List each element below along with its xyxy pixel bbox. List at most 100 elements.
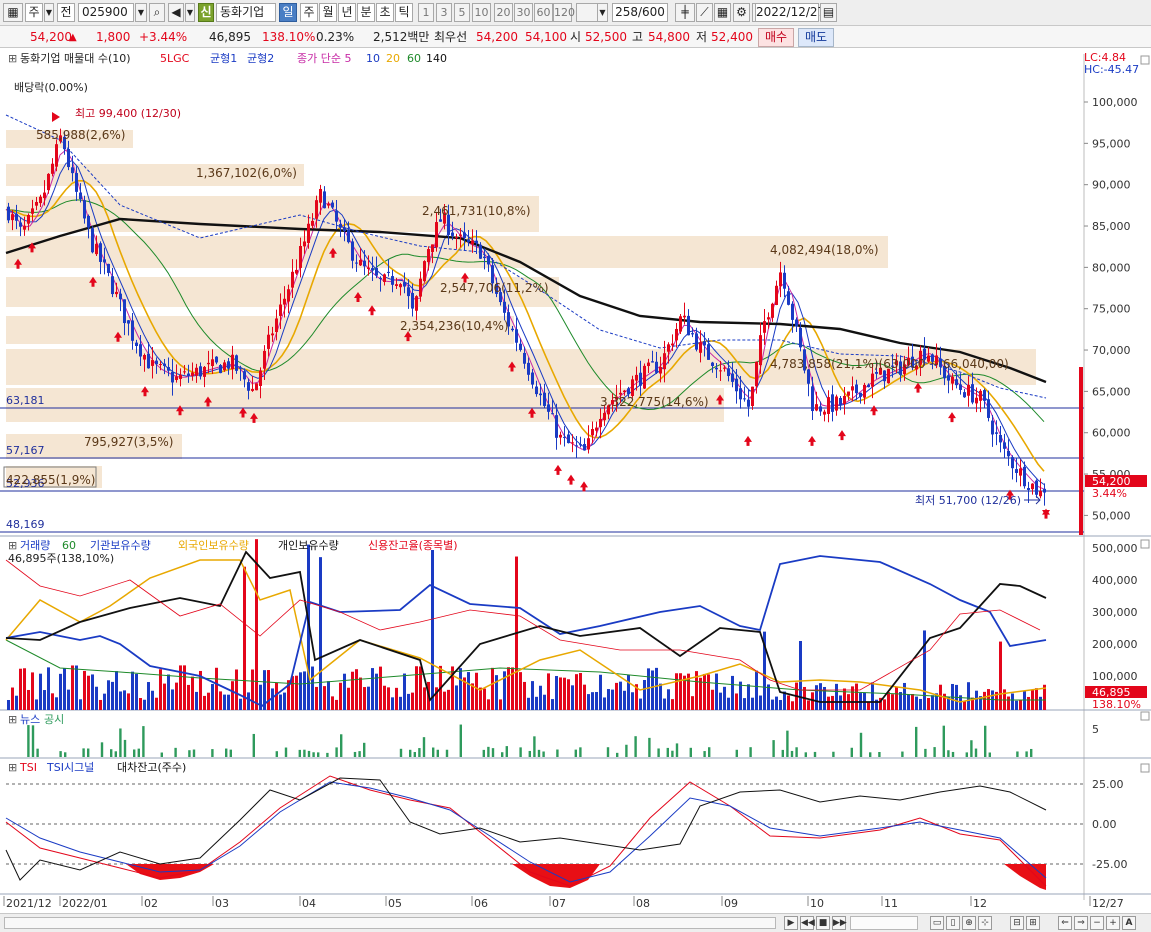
calendar-icon[interactable]: ▤ [820, 3, 837, 22]
sound-dropdown-icon[interactable]: ▼ [185, 3, 195, 22]
window-menu-icon[interactable]: ▦ [3, 3, 23, 22]
period-kind-select[interactable]: 주 [25, 3, 43, 22]
period-tab-2[interactable]: 월 [319, 3, 337, 22]
period-tab-3[interactable]: 년 [338, 3, 356, 22]
news-bar [340, 734, 343, 757]
candle-body [419, 278, 422, 297]
interval-button-1[interactable]: 1 [418, 3, 434, 22]
news-bar [211, 749, 214, 757]
grid-icon[interactable]: ▦ [714, 3, 731, 22]
volume-bar [187, 684, 190, 710]
volume-bar [667, 689, 670, 710]
trade-amount: 2,512백만 [373, 30, 430, 44]
buy-signal-arrow-icon [461, 272, 469, 283]
zoom-out-icon[interactable]: − [1090, 916, 1104, 930]
expand-icon[interactable]: ⊞ [1026, 916, 1040, 930]
interval-button-60[interactable]: 60 [534, 3, 553, 22]
interval-dropdown-icon[interactable]: ▼ [597, 3, 608, 22]
candle-body [471, 240, 474, 245]
news-bar [648, 737, 651, 757]
volume-bar [631, 692, 634, 710]
news-bar [326, 752, 329, 757]
link-icon[interactable]: ⊕ [962, 916, 976, 930]
candle-type-icon[interactable]: ╪ [675, 3, 695, 22]
panel-split-icon[interactable]: ▯ [946, 916, 960, 930]
news-bar [951, 751, 955, 757]
volume-bar [91, 674, 94, 710]
volume-bar [547, 673, 550, 710]
zoom-slider[interactable] [850, 916, 918, 930]
volume-bar [323, 686, 326, 710]
period-tab-4[interactable]: 분 [357, 3, 375, 22]
font-size-icon[interactable]: A [1122, 916, 1136, 930]
news-bar [915, 726, 918, 757]
interval-button-30[interactable]: 30 [514, 3, 533, 22]
volume-bar [319, 557, 322, 710]
period-kind-dropdown-icon[interactable]: ▼ [44, 3, 54, 22]
move-left-icon[interactable]: ⇐ [1058, 916, 1072, 930]
volume-panel-icon: ⊞ [8, 539, 17, 552]
period-tab-1[interactable]: 주 [300, 3, 318, 22]
fast-forward-icon[interactable]: ▶▶ [832, 916, 847, 930]
candle-body [591, 429, 594, 436]
interval-button-3[interactable]: 3 [436, 3, 452, 22]
scroll-right-icon[interactable]: ▶ [784, 916, 798, 930]
move-right-icon[interactable]: ⇒ [1074, 916, 1088, 930]
stop-icon[interactable]: ■ [816, 916, 830, 930]
sound-icon[interactable]: ◀ [168, 3, 184, 22]
period-tab-0[interactable]: 일 [279, 3, 297, 22]
buy-signal-arrow-icon [580, 481, 588, 492]
candle-body [551, 413, 554, 415]
volume-bar [823, 686, 826, 710]
stock-code-dropdown-icon[interactable]: ▼ [135, 3, 147, 22]
news-bar [924, 748, 927, 757]
cursor-icon[interactable]: ⊹ [978, 916, 992, 930]
volume-y-tick: 300,000 [1092, 606, 1138, 619]
period-tab-5[interactable]: 초 [376, 3, 394, 22]
period-tab-6[interactable]: 틱 [395, 3, 413, 22]
candle-body [947, 375, 950, 381]
candle-body [787, 291, 790, 305]
news-bar [869, 752, 872, 757]
buy-signal-arrow-icon [554, 464, 562, 475]
compress-icon[interactable]: ⊟ [1010, 916, 1024, 930]
volume-bar [715, 673, 718, 710]
zoom-in-icon[interactable]: + [1106, 916, 1120, 930]
candle-body [735, 378, 738, 392]
sell-button[interactable]: 매도 [798, 28, 834, 47]
candle-body [995, 432, 998, 434]
interval-button-120[interactable]: 120 [553, 3, 575, 22]
prev-button[interactable]: 전 [57, 3, 75, 22]
settings-icon[interactable]: ⚙ [733, 3, 750, 22]
date-input[interactable]: 2022/12/27 [755, 3, 825, 22]
buy-signal-arrow-icon [239, 407, 247, 418]
candle-body [631, 379, 634, 396]
buy-signal-arrow-icon [716, 394, 724, 405]
rewind-icon[interactable]: ◀◀ [800, 916, 815, 930]
interval-button-20[interactable]: 20 [494, 3, 513, 22]
news-bar [1030, 748, 1033, 757]
stock-code-input[interactable]: 025900 [78, 3, 134, 22]
candle-body [67, 148, 70, 168]
indicator-legend-3: 종가 단순 5 [297, 52, 351, 65]
volume-bar [991, 690, 994, 710]
interval-button-5[interactable]: 5 [454, 3, 470, 22]
buy-button[interactable]: 매수 [758, 28, 794, 47]
news-bar [119, 728, 122, 757]
panel-layout-icon[interactable]: ▭ [930, 916, 944, 930]
volume-bar [419, 666, 422, 710]
candle-body [763, 321, 766, 333]
tsi-signal-line [5, 781, 1047, 883]
volume-sub-label: 46,895주(138,10%) [8, 552, 114, 565]
search-icon[interactable]: ⌕ [149, 3, 165, 22]
candle-body [215, 356, 218, 363]
data-count-display[interactable]: 258/600 [612, 3, 668, 22]
interval-button-10[interactable]: 10 [472, 3, 491, 22]
stock-chart[interactable]: 100,000 95,000 90,000 85,000 80,000 75,000 70,… [0, 48, 1151, 913]
horizontal-scrollbar[interactable] [4, 917, 776, 929]
volume-bar [907, 694, 910, 710]
candles-layer[interactable] [7, 128, 1046, 506]
low-price: 52,400 [711, 30, 753, 44]
indicator-icon[interactable]: ⟋ [696, 3, 713, 22]
candle-body [375, 267, 378, 276]
